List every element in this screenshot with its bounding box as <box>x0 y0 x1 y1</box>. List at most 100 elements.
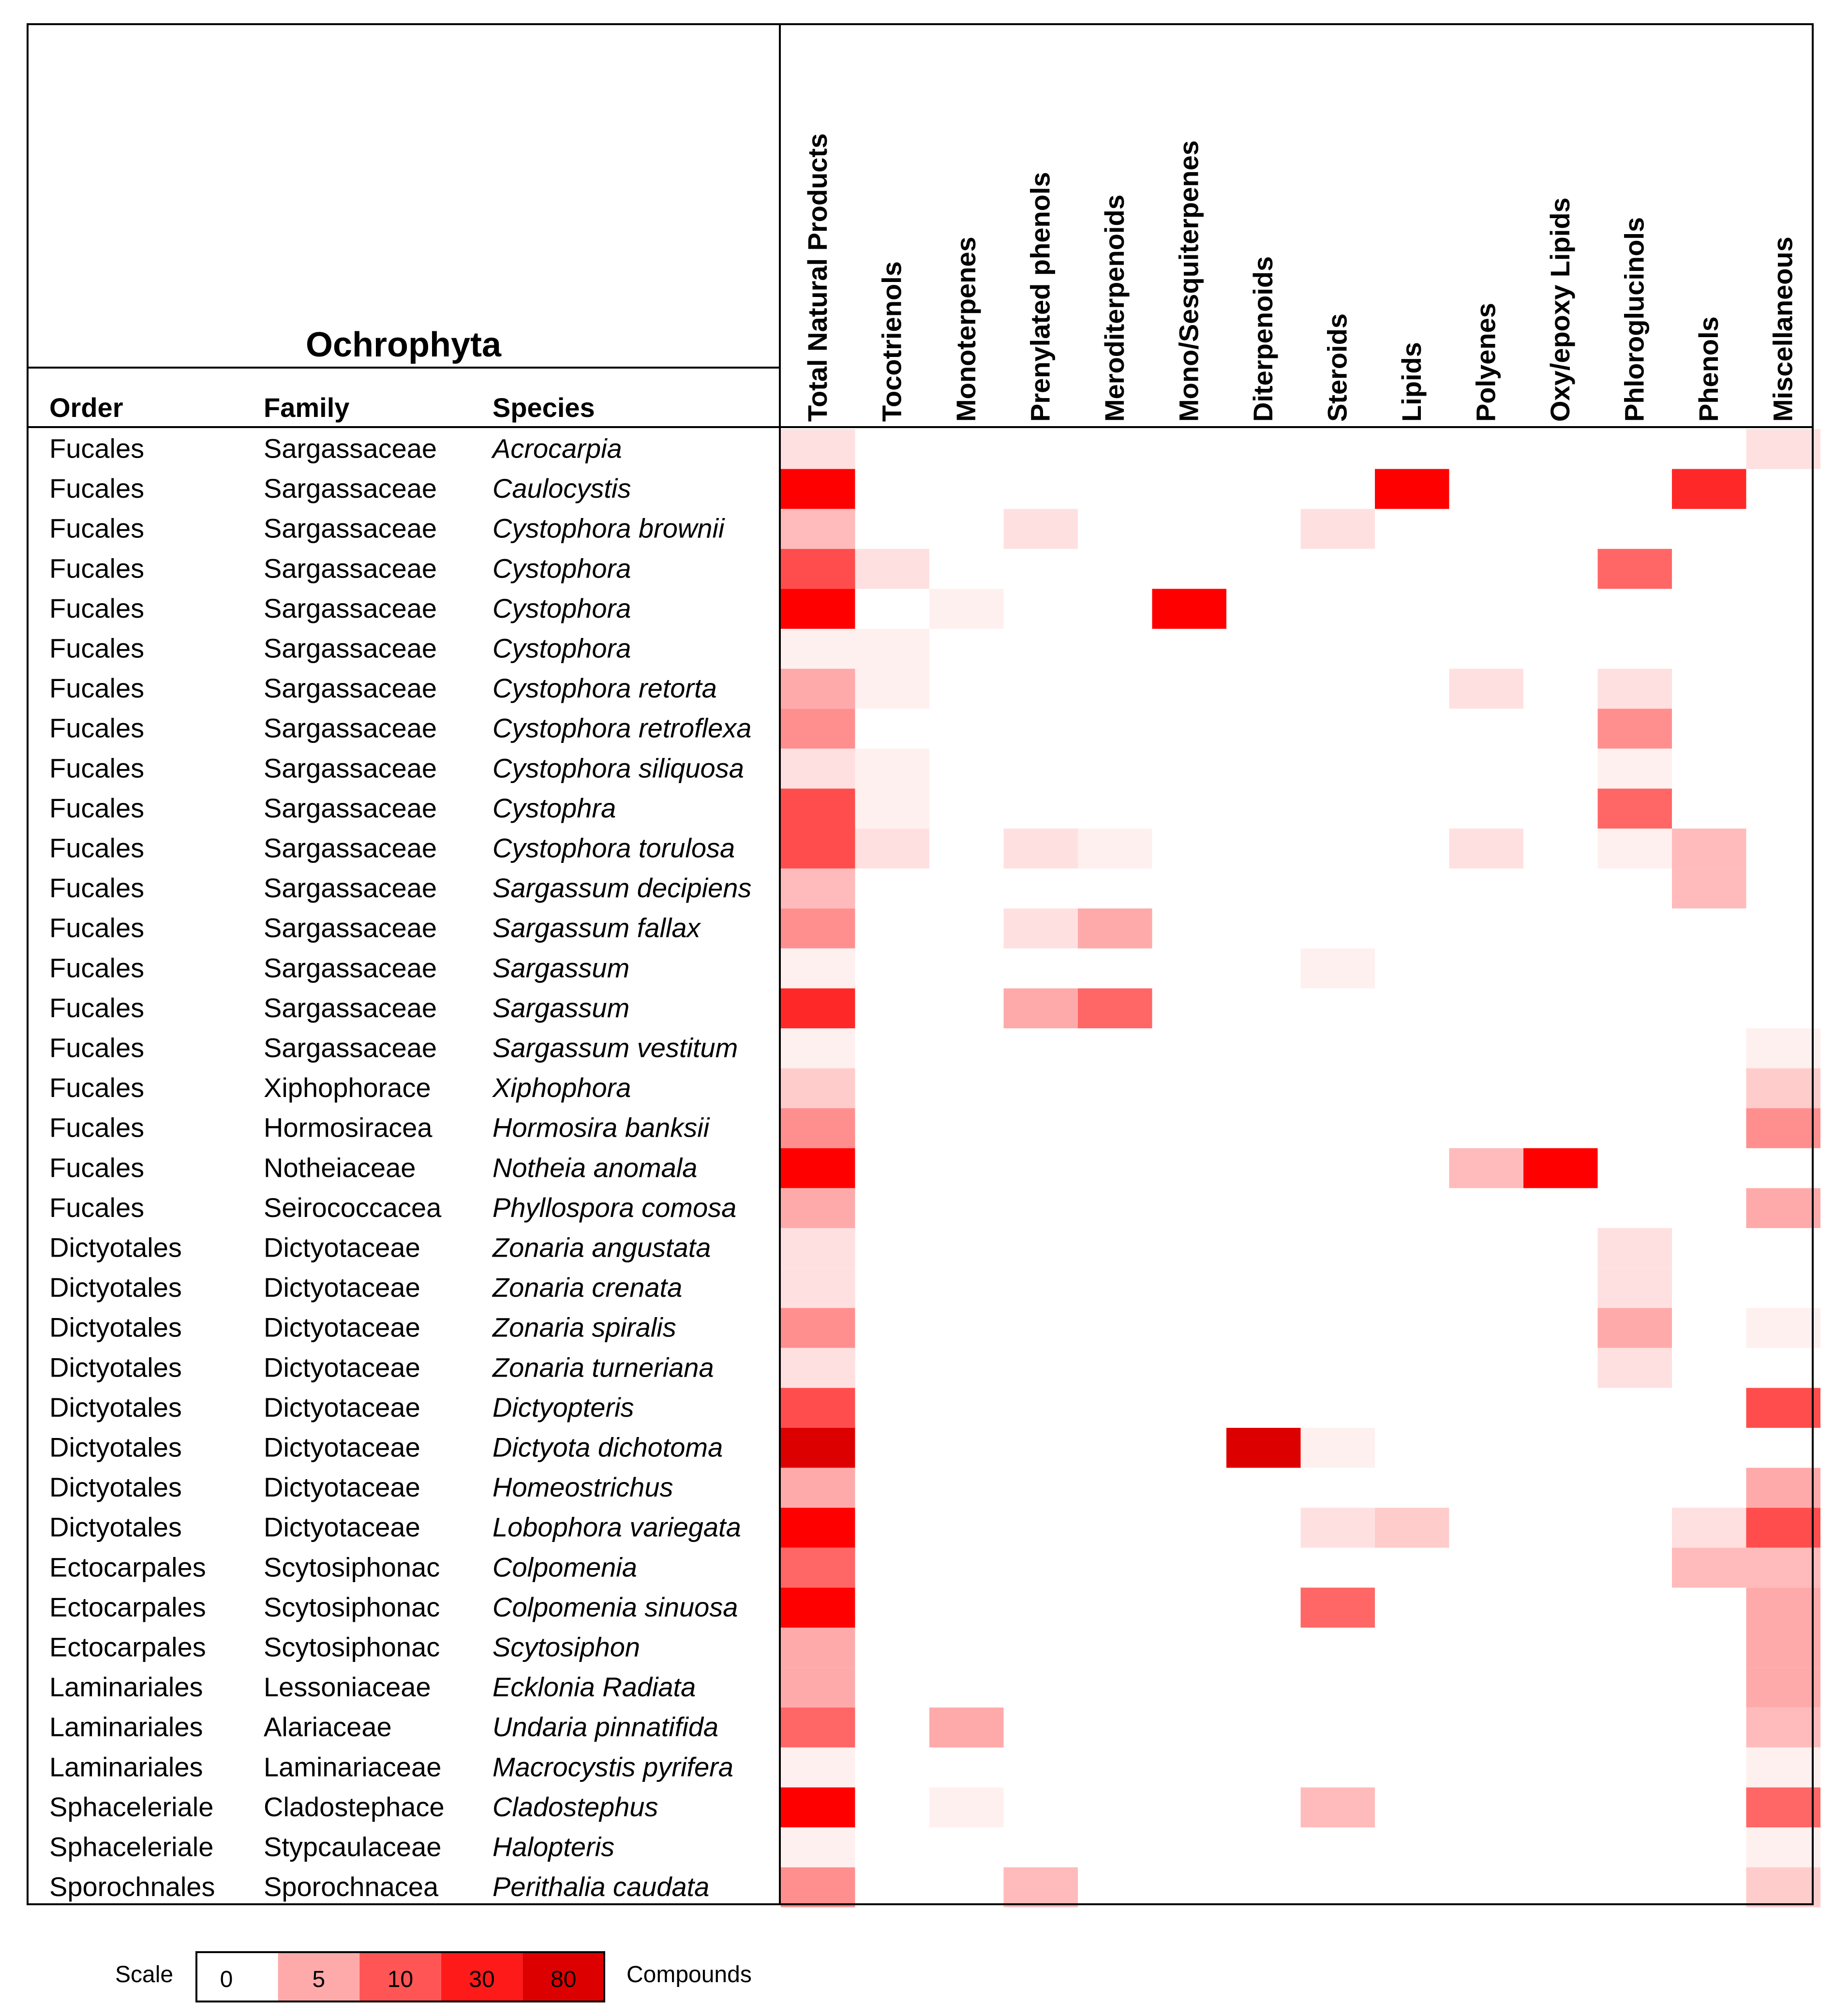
heatmap-cell <box>1003 829 1078 869</box>
heatmap-cell <box>1078 988 1152 1028</box>
heatmap-cell <box>1746 1108 1820 1148</box>
row-order: Laminariales <box>49 1751 203 1782</box>
heatmap-cell <box>781 1428 855 1468</box>
row-order: Fucales <box>49 1192 144 1223</box>
heatmap-cell <box>1672 1547 1746 1588</box>
row-order: Fucales <box>49 1032 144 1063</box>
heatmap-cell <box>1746 1667 1820 1708</box>
column-header: Steroids <box>1322 313 1352 422</box>
row-family: Dictyotaceae <box>264 1392 420 1423</box>
heatmap-cell <box>1597 788 1672 829</box>
row-species: Colpomenia <box>492 1552 637 1582</box>
column-header: Phloroglucinols <box>1619 217 1649 422</box>
row-family: Sargassaceae <box>264 513 437 544</box>
legend-stop-label: 10 <box>388 1967 413 1992</box>
row-species: Phyllospora comosa <box>492 1192 736 1223</box>
heatmap-cell <box>855 548 929 589</box>
legend-stop-label: 0 <box>220 1967 233 1992</box>
row-order: Fucales <box>49 913 144 943</box>
heatmap-cell <box>781 868 855 909</box>
row-order: Laminariales <box>49 1672 203 1702</box>
row-species: Sargassum <box>492 952 629 983</box>
row-order: Ectocarpales <box>49 1592 206 1622</box>
legend-swatch <box>359 1952 441 2001</box>
heatmap-cell <box>781 1787 855 1827</box>
heatmap-cell <box>781 548 855 589</box>
row-family: Dictyotaceae <box>264 1232 420 1262</box>
heatmap-cell <box>1746 1188 1820 1228</box>
heatmap-cell <box>1746 1028 1820 1068</box>
chart-title: Ochrophyta <box>306 326 502 364</box>
row-order: Fucales <box>49 753 144 783</box>
row-order: Fucales <box>49 993 144 1023</box>
heatmap-cell <box>1003 988 1078 1028</box>
row-species: Cystophora torulosa <box>492 832 735 863</box>
row-order: Sphaceleriale <box>49 1831 213 1862</box>
row-species: Scytosiphon <box>492 1631 640 1662</box>
legend-swatch <box>522 1952 604 2001</box>
row-labels: Fucales Sargassaceae Acrocarpia Fucales Sarg… <box>49 433 751 1902</box>
heatmap-cell <box>1300 1508 1375 1548</box>
row-order: Sphaceleriale <box>49 1792 213 1822</box>
heatmap-cell <box>781 908 855 949</box>
row-species: Sargassum <box>492 993 629 1023</box>
heatmap-cell <box>1375 469 1449 509</box>
row-species: Sargassum vestitum <box>492 1032 738 1063</box>
row-header-family: Family <box>264 392 349 423</box>
heatmap-cell <box>781 1068 855 1109</box>
column-header: Miscellaneous <box>1767 237 1798 422</box>
row-order: Dictyotales <box>49 1432 182 1462</box>
heatmap-cell <box>781 948 855 989</box>
heatmap-cell <box>781 509 855 549</box>
row-order: Fucales <box>49 633 144 663</box>
row-family: Dictyotaceae <box>264 1512 420 1542</box>
heatmap-cell <box>1523 1148 1598 1188</box>
heatmap-cell <box>1078 829 1152 869</box>
row-order: Ectocarpales <box>49 1552 206 1582</box>
heatmap-cell <box>1597 1308 1672 1348</box>
column-header: Mono/Sesquiterpenes <box>1173 140 1204 422</box>
heatmap-cell <box>1746 1587 1820 1628</box>
row-order: Fucales <box>49 793 144 823</box>
heatmap-cell <box>1300 1428 1375 1468</box>
heatmap-cell <box>1300 1787 1375 1827</box>
row-family: Hormosiracea <box>264 1112 432 1143</box>
row-header-species: Species <box>492 392 595 423</box>
heatmap-cell <box>1746 429 1820 469</box>
heatmap-cell <box>781 1308 855 1348</box>
color-scale-legend: Scale 0 5 10 30 80 Compounds <box>115 1951 752 2002</box>
row-family: Dictyotaceae <box>264 1272 420 1303</box>
row-order: Fucales <box>49 553 144 583</box>
heatmap-cell <box>1300 948 1375 989</box>
row-order: Dictyotales <box>49 1352 182 1382</box>
row-species: Cystophora siliquosa <box>492 753 744 783</box>
row-family: Lessoniaceae <box>264 1672 431 1702</box>
heatmap-cell <box>855 829 929 869</box>
legend-swatch <box>441 1952 523 2001</box>
heatmap-cell <box>1449 668 1523 709</box>
heatmap-cell <box>781 788 855 829</box>
heatmap-cell <box>781 1628 855 1668</box>
row-family: Sargassaceae <box>264 993 437 1023</box>
heatmap-cell <box>855 748 929 789</box>
row-family: Sargassaceae <box>264 793 437 823</box>
heatmap-cell <box>1672 1508 1746 1548</box>
column-header: Monoterpenes <box>951 237 981 422</box>
row-family: Dictyotaceae <box>264 1472 420 1502</box>
row-family: Dictyotaceae <box>264 1432 420 1462</box>
row-order: Fucales <box>49 473 144 504</box>
row-order: Dictyotales <box>49 1272 182 1303</box>
heatmap-cell <box>781 709 855 749</box>
row-species: Xiphophora <box>492 1072 631 1103</box>
column-header: Diterpenoids <box>1248 256 1278 422</box>
heatmap-cell <box>1746 1787 1820 1827</box>
legend-swatch <box>278 1952 360 2001</box>
heatmap-cell <box>1003 509 1078 549</box>
heatmap-cell <box>781 589 855 629</box>
row-order: Dictyotales <box>49 1392 182 1423</box>
legend-boxes: 0 5 10 30 80 <box>196 1952 604 2001</box>
row-family: Cladostephace <box>264 1792 445 1822</box>
heatmap-cell <box>1597 709 1672 749</box>
heatmap-cell <box>1003 908 1078 949</box>
